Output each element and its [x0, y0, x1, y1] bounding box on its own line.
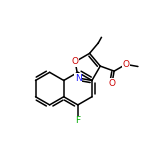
Text: F: F: [75, 116, 80, 125]
Text: N: N: [75, 74, 81, 83]
Text: O: O: [109, 79, 116, 88]
Text: O: O: [122, 60, 129, 69]
Text: O: O: [72, 57, 79, 66]
